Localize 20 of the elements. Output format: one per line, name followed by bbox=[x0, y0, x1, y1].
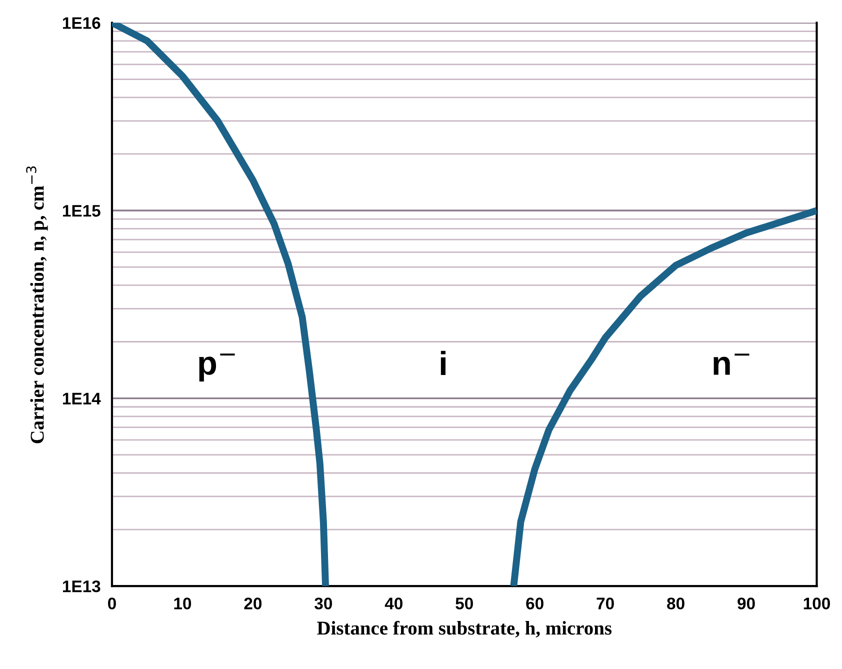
y-tick-label: 1E16 bbox=[63, 17, 100, 29]
x-tick-label: 100 bbox=[804, 598, 830, 610]
x-tick-label: 20 bbox=[244, 598, 262, 610]
annotation: p$^{−}$ bbox=[199, 354, 235, 382]
annotation: n$^{−}$ bbox=[714, 354, 750, 375]
y-tick-label: 1E13 bbox=[63, 580, 100, 592]
y-tick-label: 1E15 bbox=[63, 205, 100, 217]
x-tick-label: 60 bbox=[526, 598, 544, 610]
y-tick-label: 1E14 bbox=[63, 392, 101, 404]
x-tick-label: 80 bbox=[667, 598, 684, 610]
x-tick-label: 40 bbox=[384, 598, 402, 610]
x-tick-label: 50 bbox=[456, 598, 473, 610]
x-tick-label: 10 bbox=[174, 598, 192, 610]
x-tick-label: 0 bbox=[108, 598, 116, 610]
x-tick-label: 70 bbox=[596, 598, 614, 610]
x-axis-title: Distance from substrate, h, microns bbox=[317, 620, 612, 638]
x-tick-label: 30 bbox=[314, 598, 332, 610]
x-tick-label: 90 bbox=[738, 598, 755, 610]
y-axis-title: Carrier concentration, n, p, cm$^{−3}$ bbox=[26, 166, 48, 444]
annotation: i bbox=[440, 350, 446, 375]
